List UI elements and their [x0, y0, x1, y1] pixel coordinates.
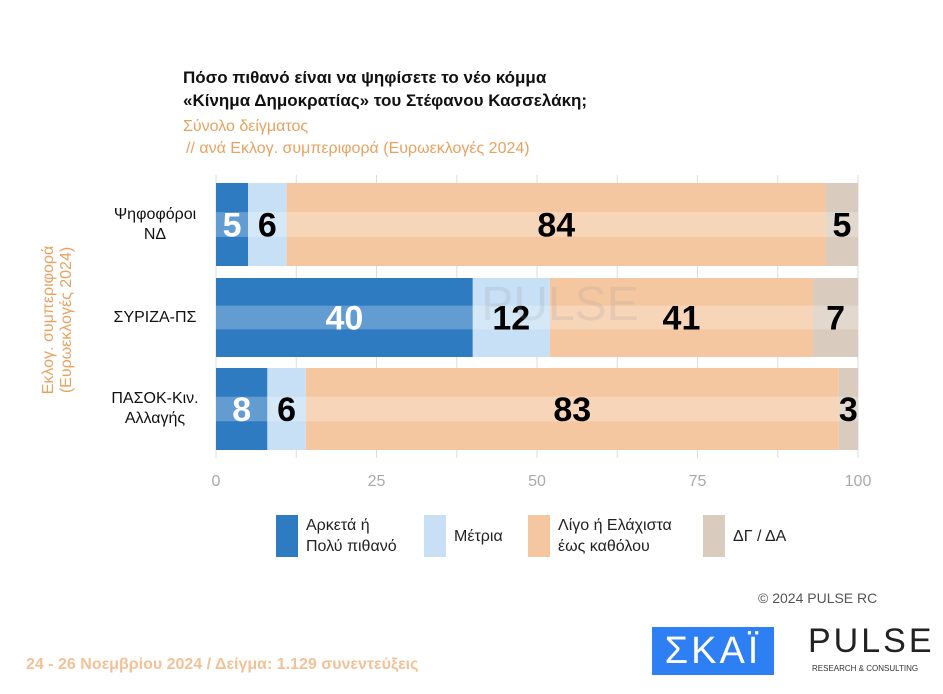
- bar-segment: [813, 278, 858, 357]
- data-label: 12: [492, 300, 530, 338]
- legend-item: ΔΓ / ΔΑ: [703, 515, 786, 557]
- bar-highlight: [813, 305, 858, 330]
- title-line: «Κίνημα Δημοκρατίας» του Στέφανου Κασσελ…: [183, 91, 588, 110]
- bar-highlight: [472, 305, 550, 330]
- legend-item: Λίγο ή Ελάχιστα έως καθόλου: [528, 515, 672, 557]
- data-label: 3: [839, 391, 858, 429]
- bar-segment: [838, 368, 858, 450]
- skai-logo: ΣΚΑΪ: [652, 627, 774, 675]
- bar-highlight: [549, 305, 814, 330]
- bar-highlight: [305, 396, 839, 422]
- footer-note: 24 - 26 Νοεμβρίου 2024 / Δείγμα: 1.129 σ…: [26, 656, 419, 673]
- x-tick-label: 75: [689, 473, 707, 490]
- watermark: PULSE: [481, 278, 638, 331]
- category-labels: Ψηφοφόροι ΝΔ ΣΥΡΙΖΑ-ΠΣ ΠΑΣΟΚ-Κιν. Αλλαγής: [95, 0, 210, 480]
- copyright: © 2024 PULSE RC: [758, 590, 878, 606]
- bar-highlight: [838, 396, 858, 422]
- data-label: 40: [325, 300, 363, 338]
- legend-label: Λίγο ή Ελάχιστα έως καθόλου: [558, 517, 672, 555]
- x-tick-label: 0: [212, 473, 221, 490]
- legend-swatch: [424, 515, 446, 557]
- bar-segment: [549, 278, 814, 357]
- data-label: 8: [232, 391, 251, 429]
- data-label: 7: [826, 300, 845, 338]
- bar-segment: [216, 278, 473, 357]
- bar-highlight: [825, 212, 858, 237]
- pulse-logo-subtitle: RESEARCH & CONSULTING: [812, 664, 919, 673]
- data-label: 84: [537, 207, 575, 245]
- data-label: 6: [258, 207, 277, 245]
- x-tick-label: 25: [368, 473, 386, 490]
- data-label: 6: [277, 391, 296, 429]
- bar-highlight: [248, 212, 287, 237]
- bar-highlight: [267, 396, 306, 422]
- bar-segment: [216, 183, 249, 266]
- bar-segment: [825, 183, 858, 266]
- legend-swatch: [703, 515, 725, 557]
- x-tick-label: 100: [845, 473, 872, 490]
- bar-highlight: [216, 305, 473, 330]
- x-tick-label: 50: [528, 473, 546, 490]
- legend-label: Αρκετά ή Πολύ πιθανό: [306, 517, 397, 555]
- category-label: Ψηφοφόροι ΝΔ: [113, 205, 197, 243]
- legend-label: ΔΓ / ΔΑ: [733, 527, 787, 545]
- bar-highlight: [216, 212, 249, 237]
- category-label: ΠΑΣΟΚ-Κιν. Αλλαγής: [111, 390, 199, 427]
- legend-swatch: [528, 515, 550, 557]
- legend-item: Αρκετά ή Πολύ πιθανό: [276, 515, 397, 557]
- pulse-logo: PULSE: [808, 622, 935, 660]
- subtitle: Σύνολο δείγματος: [183, 118, 309, 135]
- bar-highlight: [216, 396, 268, 422]
- bar-segment: [248, 183, 287, 266]
- data-label: 5: [832, 207, 851, 245]
- legend-label: Μέτρια: [454, 527, 503, 545]
- bar-highlight: [286, 212, 826, 237]
- legend-swatch: [276, 515, 298, 557]
- data-label: 5: [223, 207, 242, 245]
- chart-title: Πόσο πιθανό είναι να ψηφίσετε το νέο κόμ…: [183, 66, 743, 112]
- data-label: 41: [663, 300, 701, 338]
- category-label: ΣΥΡΙΖΑ-ΠΣ: [113, 308, 197, 326]
- legend-item: Μέτρια: [424, 515, 503, 557]
- bar-segment: [267, 368, 306, 450]
- bar-segment: [472, 278, 550, 357]
- title-line: Πόσο πιθανό είναι να ψηφίσετε το νέο κόμ…: [183, 68, 547, 87]
- data-label: 83: [553, 391, 591, 429]
- bar-segment: [305, 368, 839, 450]
- bar-segment: [216, 368, 268, 450]
- bar-segment: [286, 183, 826, 266]
- subtitle-breakdown: // ανά Εκλογ. συμπεριφορά (Ευρωεκλογές 2…: [186, 140, 530, 157]
